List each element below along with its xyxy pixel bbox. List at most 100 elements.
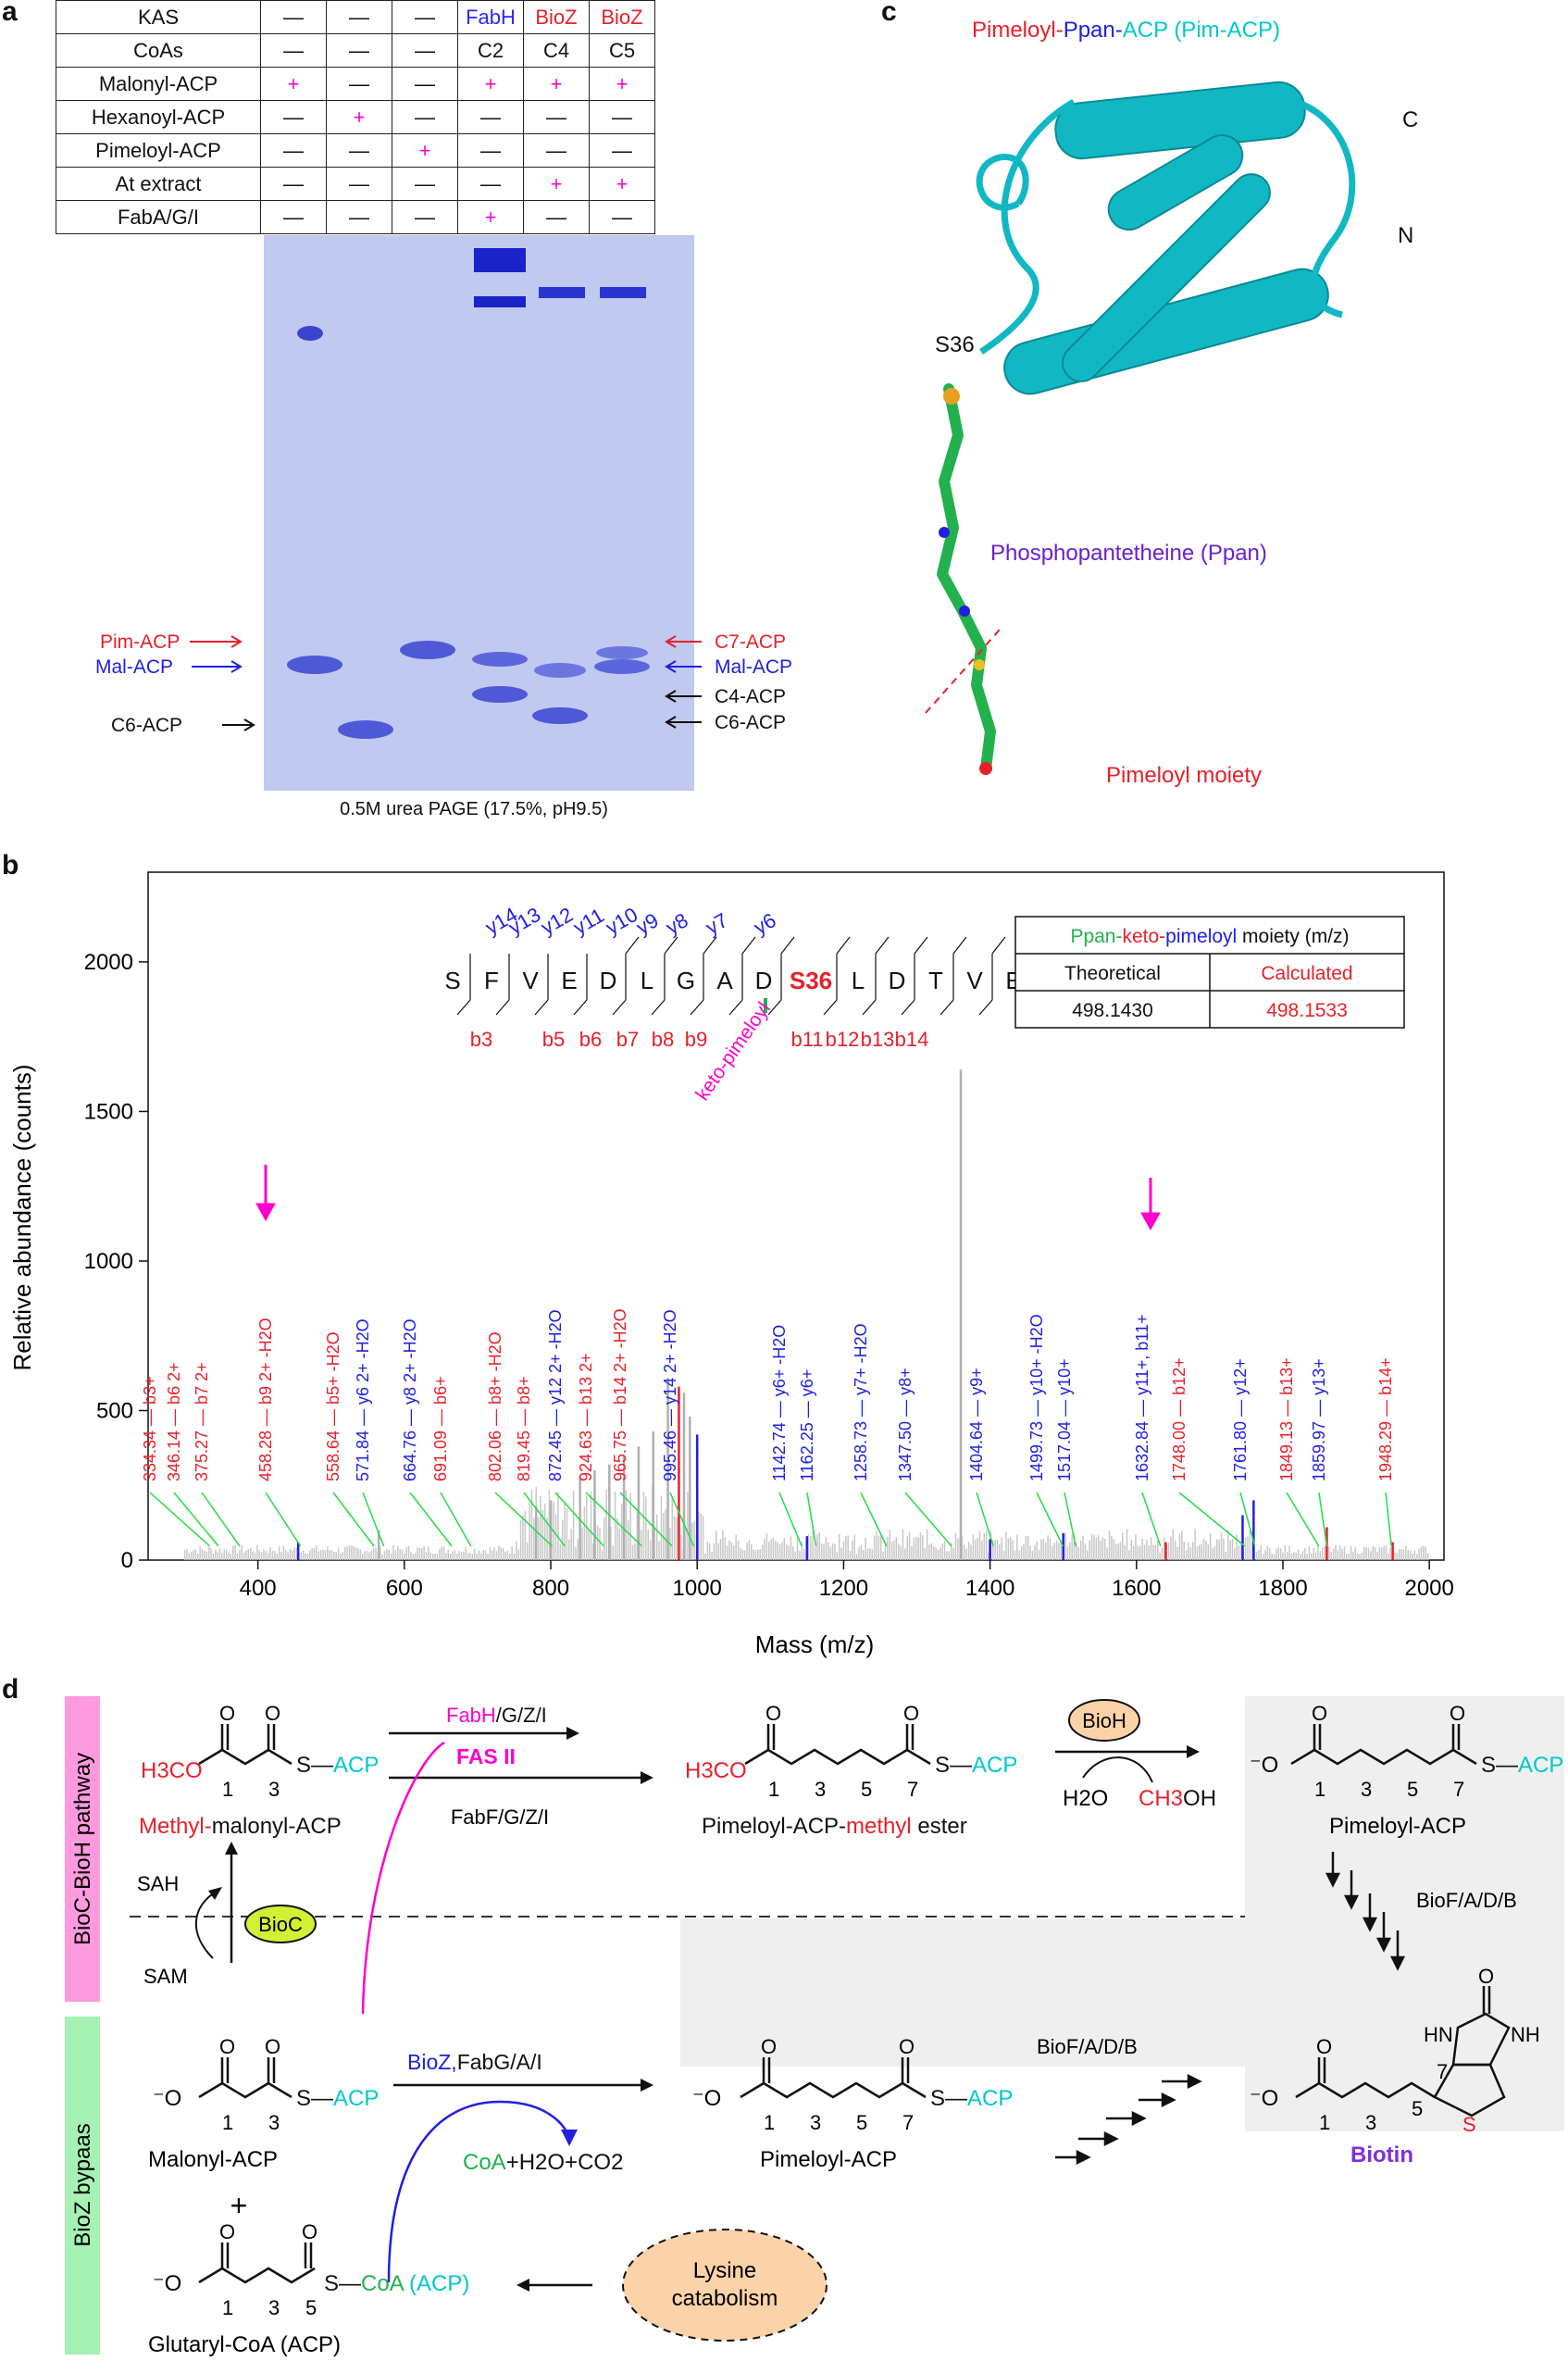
band-bioz-c5 <box>600 287 646 298</box>
y-ion-bracket <box>741 936 756 955</box>
arrowhead-bioz <box>641 2079 653 2092</box>
table-row: At extract — — — — + + <box>56 167 655 201</box>
residue: G <box>677 967 695 994</box>
y-ion-bracket <box>780 936 795 955</box>
label-mal-acp-left: Mal-ACP <box>95 656 173 678</box>
h3co-label: H3CO <box>141 1758 203 1783</box>
pimeloyl-acp-top-name: Pimeloyl-ACP <box>1329 1814 1466 1839</box>
leader-line <box>778 1492 803 1547</box>
b-ion-bracket <box>767 999 782 1016</box>
band-bioz-c4 <box>539 287 585 298</box>
plus-sign: + <box>230 2189 248 2222</box>
band-c6-acp-lane2 <box>338 720 393 739</box>
residue: F <box>484 967 499 994</box>
band-lane1-top <box>297 326 323 341</box>
peak-label: 1404.64 — y9+ <box>967 1368 986 1481</box>
y-tick-label: 1500 <box>84 1099 133 1124</box>
mass-table-header-theoretical: Theoretical <box>1064 963 1161 984</box>
bioz-fabg-label: BioZ,FabG/A/I <box>407 2050 542 2074</box>
gel-bands <box>287 248 650 739</box>
leader-line <box>669 1492 695 1547</box>
table-row: Malonyl-ACP + — — + + + <box>56 67 655 101</box>
peak-label: 571.84 — y6 2+ -H2O <box>354 1318 372 1481</box>
row-header: Hexanoyl-ACP <box>56 100 261 134</box>
band-pim-acp-lane3 <box>400 641 455 659</box>
arrowhead-right-3 <box>665 690 677 703</box>
blue-curve-head <box>561 2130 578 2146</box>
peak-label: 375.27 — b7 2+ <box>193 1362 211 1481</box>
c-terminus-label: C <box>1402 107 1418 132</box>
s-acp-5: S—ACP <box>930 2086 1013 2111</box>
y-ion-bracket <box>952 936 967 955</box>
num-1-c: 1 <box>1314 1778 1325 1801</box>
band-mal-acp-lane1 <box>287 656 342 674</box>
sam-label: SAM <box>143 1965 188 1988</box>
bioh-curve <box>1082 1756 1153 1783</box>
label-mal-acp-right: Mal-ACP <box>715 656 792 678</box>
table-cell: + <box>589 67 655 101</box>
h2o-label: H2O <box>1063 1786 1108 1811</box>
peak-label: 334.34 — b3+ <box>141 1376 159 1481</box>
svg-text:O: O <box>219 2035 235 2058</box>
table-cell: — <box>589 100 655 134</box>
biotin-s: S <box>1462 2113 1476 2136</box>
peak-label: 1632.84 — y11+, b11+ <box>1133 1315 1151 1481</box>
x-tick-label: 1400 <box>965 1576 1014 1601</box>
table-cell: — <box>326 0 392 34</box>
acp-structure-figure: Pimeloyl-Ppan-ACP (Pim-ACP) C N S36 Phos… <box>925 18 1418 788</box>
x-tick-label: 2000 <box>1404 1576 1453 1601</box>
svg-text:O: O <box>1450 1702 1465 1725</box>
helix-1 <box>1054 81 1306 160</box>
biofadb-top: BioF/A/D/B <box>1416 1889 1517 1912</box>
biofadb-bottom: BioF/A/D/B <box>1037 2035 1138 2058</box>
residue: D <box>755 967 773 994</box>
num-3-f: 3 <box>1365 2111 1376 2134</box>
peak-label: 691.09 — b6+ <box>431 1376 450 1481</box>
table-cell: — <box>523 100 590 134</box>
b-ion-label: b7 <box>616 1028 639 1051</box>
leader-line <box>440 1492 472 1547</box>
y-ion-bracket <box>625 936 640 955</box>
panel-letter-a: a <box>2 0 18 27</box>
num-5-g: 5 <box>305 2296 317 2319</box>
arrowhead-fabh <box>566 1727 579 1740</box>
leader-line <box>149 1492 211 1547</box>
helix-4 <box>1062 173 1271 382</box>
table-cell: — <box>392 167 458 201</box>
num-1-a: 1 <box>222 1778 233 1801</box>
y-tick-label: 0 <box>121 1548 133 1573</box>
leader-line <box>1036 1492 1064 1547</box>
mass-table-header-calculated: Calculated <box>1261 963 1352 984</box>
residue: D <box>600 967 617 994</box>
peak-label: 924.63 — b13 2+ <box>577 1353 595 1481</box>
svg-text:O: O <box>265 1702 280 1725</box>
arrowhead-left-2 <box>230 660 243 673</box>
svg-text:O: O <box>761 2035 777 2058</box>
x-tick-label: 1600 <box>1112 1576 1161 1601</box>
residue: V <box>966 967 983 994</box>
o-minus-4: ⁻O <box>1250 2086 1278 2111</box>
table-row: Hexanoyl-ACP — + — — — — <box>56 100 655 134</box>
table-row: FabA/G/I — — — + — — <box>56 200 655 234</box>
leader-line <box>1141 1492 1162 1547</box>
nitrogen-atom-2 <box>959 606 970 617</box>
b-ion-label: b5 <box>542 1028 565 1051</box>
panel-letter-b: b <box>2 850 19 881</box>
peak-label: 819.45 — b8+ <box>515 1376 533 1481</box>
svg-text:O: O <box>265 2035 280 2058</box>
table-cell: — <box>260 200 327 234</box>
num-3-a: 3 <box>268 1778 280 1801</box>
table-row: Pimeloyl-ACP — — + — — — <box>56 133 655 168</box>
table-row: CoAs — — — C2 C4 C5 <box>56 33 655 68</box>
num-1-b: 1 <box>768 1778 779 1801</box>
biotin-structure: O <box>1295 1986 1511 2117</box>
table-cell: — <box>326 67 392 101</box>
b-ion-bracket <box>573 999 588 1016</box>
band-c7-acp-lane6 <box>596 646 648 659</box>
row-header: At extract <box>56 167 261 201</box>
table-cell: — <box>392 200 458 234</box>
leader-line <box>1064 1492 1076 1547</box>
